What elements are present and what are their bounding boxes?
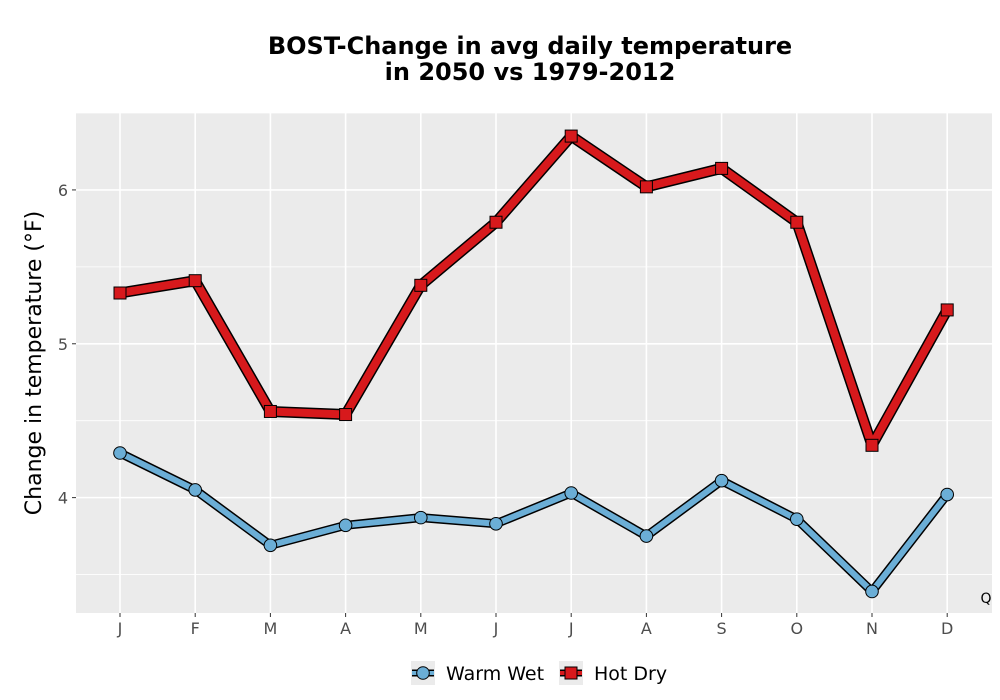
- series-line: [116, 132, 952, 450]
- legend-label: Hot Dry: [594, 663, 667, 685]
- data-point: [489, 215, 503, 229]
- x-tick-label: J: [117, 619, 123, 638]
- data-point: [714, 473, 729, 488]
- x-tick-label: M: [414, 619, 428, 638]
- x-tick-label: M: [263, 619, 277, 638]
- data-point: [113, 286, 127, 300]
- y-tick-labels: 4 5 6: [58, 181, 76, 508]
- data-point: [564, 129, 578, 143]
- data-point: [489, 516, 503, 531]
- data-point: [639, 529, 654, 543]
- data-point: [639, 180, 653, 194]
- data-point: [188, 274, 202, 288]
- legend-item-warm-wet: Warm Wet: [411, 661, 544, 685]
- corner-label: Q: [980, 591, 991, 607]
- series-warm-wet: [113, 446, 955, 599]
- series-line: [117, 450, 951, 595]
- data-point: [564, 486, 579, 500]
- legend-key-marker: [564, 666, 578, 680]
- series-hot-dry: [113, 129, 954, 452]
- x-tick-label: S: [717, 619, 727, 638]
- plot-panel: [76, 113, 992, 613]
- x-tick-label: F: [191, 619, 200, 638]
- x-tick-label: A: [641, 619, 652, 638]
- data-point: [414, 278, 428, 292]
- legend-label: Warm Wet: [446, 663, 544, 685]
- legend: Warm Wet Hot Dry: [411, 661, 667, 685]
- data-point: [188, 483, 202, 497]
- data-point: [339, 408, 353, 422]
- y-tick-label: 6: [58, 181, 68, 200]
- chart-title-line-2: in 2050 vs 1979-2012: [385, 58, 676, 86]
- x-tick-label: A: [340, 619, 351, 638]
- legend-key-marker: [416, 666, 430, 680]
- data-point: [940, 303, 954, 317]
- data-point: [113, 446, 127, 460]
- x-tick-label: J: [493, 619, 499, 638]
- data-point: [865, 438, 879, 452]
- data-point: [338, 518, 353, 533]
- x-tick-label: O: [791, 619, 804, 638]
- data-point: [715, 161, 729, 175]
- x-tick-label: D: [941, 619, 953, 638]
- x-tick-label: N: [866, 619, 878, 638]
- chart-title-line-1: BOST-Change in avg daily temperature: [268, 32, 792, 60]
- data-point: [790, 215, 804, 229]
- y-tick-label: 5: [58, 335, 68, 354]
- data-point: [940, 487, 955, 502]
- y-tick-label: 4: [58, 489, 68, 508]
- legend-item-hot-dry: Hot Dry: [559, 661, 667, 685]
- y-axis-label: Change in temperature (°F): [22, 211, 47, 515]
- series-layer: [113, 129, 955, 599]
- data-point: [865, 584, 879, 599]
- data-point: [414, 510, 428, 525]
- x-tick-label: J: [568, 619, 574, 638]
- data-point: [263, 404, 277, 418]
- data-point: [263, 538, 278, 553]
- data-point: [790, 512, 804, 526]
